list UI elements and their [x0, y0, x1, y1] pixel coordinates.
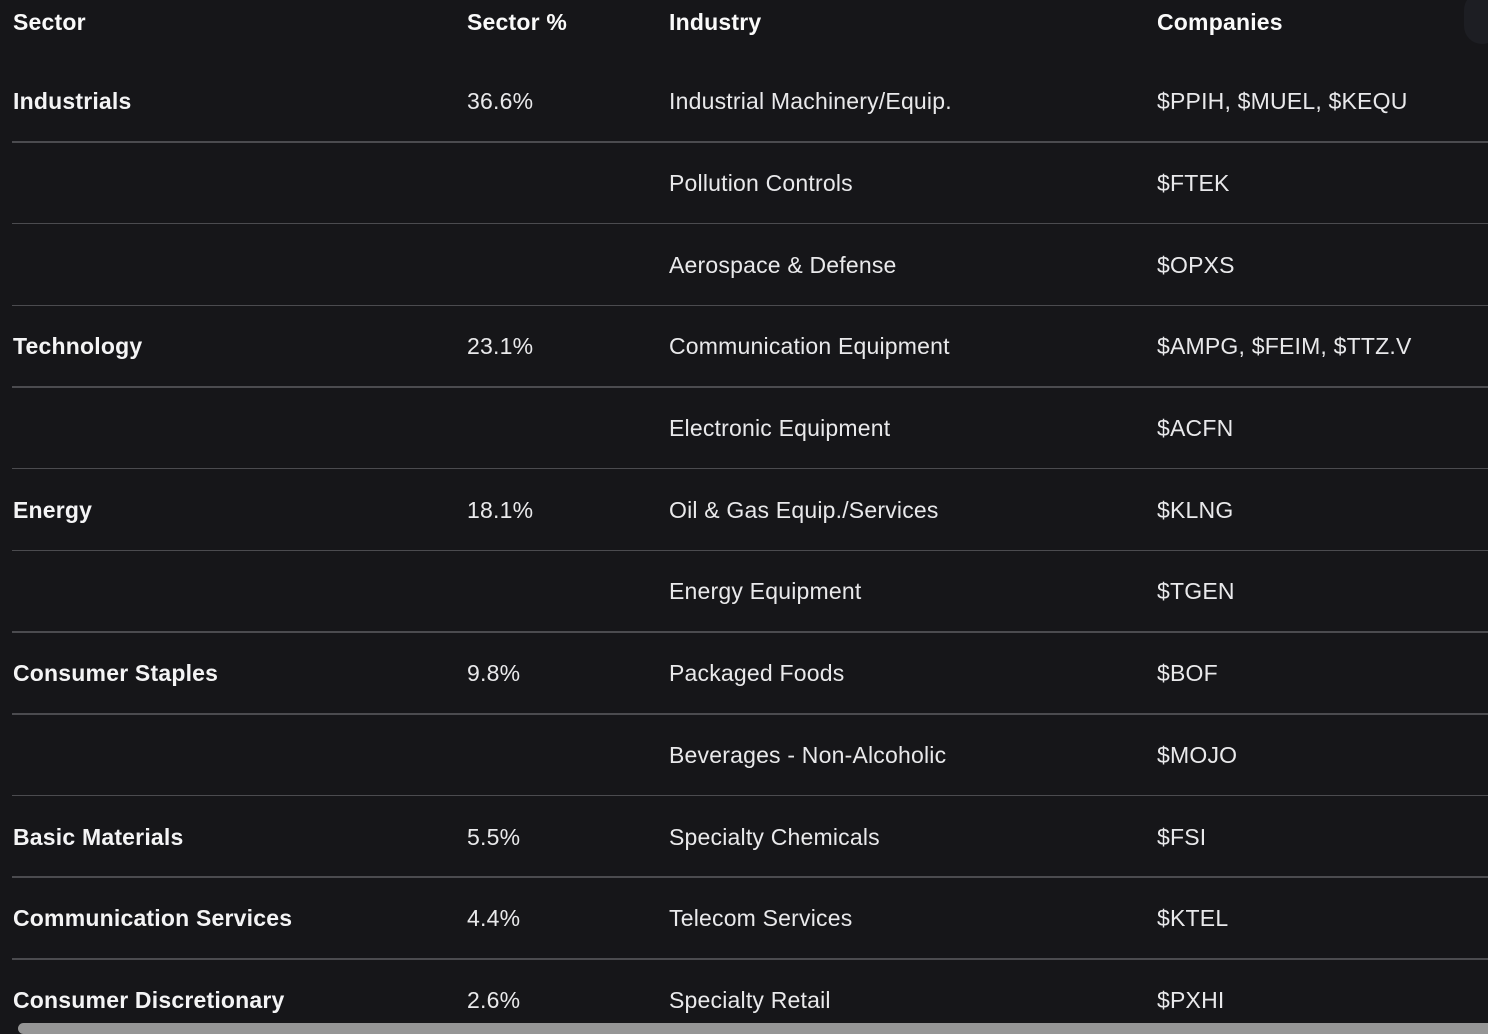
sector-cell: Energy — [13, 496, 93, 523]
sector-cell: Communication Services — [13, 905, 293, 932]
table-row: Basic Materials 5.5% Specialty Chemicals… — [0, 796, 1488, 878]
table-row: Consumer Staples 9.8% Packaged Foods $BO… — [0, 633, 1488, 715]
column-header-companies: Companies — [1157, 9, 1283, 35]
table-row: Electronic Equipment $ACFN — [0, 388, 1488, 470]
table-row: Consumer Discretionary 2.6% Specialty Re… — [0, 960, 1488, 1034]
sector-pct-cell: 2.6% — [467, 986, 521, 1013]
industry-cell: Specialty Retail — [669, 986, 831, 1013]
industry-cell: Aerospace & Defense — [669, 251, 897, 278]
vertical-scrollbar-thumb[interactable] — [1464, 0, 1488, 44]
table-row: Communication Services 4.4% Telecom Serv… — [0, 878, 1488, 960]
companies-cell: $MOJO — [1157, 741, 1238, 768]
companies-cell: $PPIH, $MUEL, $KEQU — [1157, 88, 1408, 115]
industry-cell: Communication Equipment — [669, 333, 950, 360]
companies-cell: $ACFN — [1157, 415, 1234, 442]
industry-cell: Specialty Chemicals — [669, 823, 880, 850]
sector-pct-cell: 5.5% — [467, 823, 521, 850]
table-row: Energy 18.1% Oil & Gas Equip./Services $… — [0, 469, 1488, 551]
industry-cell: Energy Equipment — [669, 578, 862, 605]
industry-cell: Packaged Foods — [669, 660, 845, 687]
companies-cell: $OPXS — [1157, 251, 1235, 278]
companies-cell: $FTEK — [1157, 170, 1230, 197]
industry-cell: Beverages - Non-Alcoholic — [669, 741, 947, 768]
table-row: Pollution Controls $FTEK — [0, 143, 1488, 225]
horizontal-scrollbar-thumb[interactable] — [18, 1023, 1488, 1034]
table-row: Beverages - Non-Alcoholic $MOJO — [0, 715, 1488, 797]
table-row: Aerospace & Defense $OPXS — [0, 224, 1488, 306]
companies-cell: $KLNG — [1157, 496, 1234, 523]
sector-pct-cell: 18.1% — [467, 496, 534, 523]
sector-cell: Industrials — [13, 88, 132, 115]
companies-cell: $KTEL — [1157, 905, 1229, 932]
sector-cell: Consumer Staples — [13, 660, 219, 687]
companies-cell: $FSI — [1157, 823, 1207, 850]
column-header-industry: Industry — [669, 9, 762, 35]
sector-pct-cell: 9.8% — [467, 660, 521, 687]
sector-cell: Technology — [13, 333, 143, 360]
table-row: Industrials 36.6% Industrial Machinery/E… — [0, 61, 1488, 143]
industry-cell: Oil & Gas Equip./Services — [669, 496, 939, 523]
sector-pct-cell: 4.4% — [467, 905, 521, 932]
column-header-sector: Sector — [13, 9, 86, 35]
sector-pct-cell: 36.6% — [467, 88, 534, 115]
industry-cell: Industrial Machinery/Equip. — [669, 88, 952, 115]
companies-cell: $TGEN — [1157, 578, 1235, 605]
sector-pct-cell: 23.1% — [467, 333, 534, 360]
sector-cell: Basic Materials — [13, 823, 184, 850]
industry-cell: Electronic Equipment — [669, 415, 891, 442]
industry-cell: Telecom Services — [669, 905, 853, 932]
companies-cell: $AMPG, $FEIM, $TTZ.V — [1157, 333, 1412, 360]
industry-cell: Pollution Controls — [669, 170, 853, 197]
column-header-sector-pct: Sector % — [467, 9, 568, 35]
table-row: Energy Equipment $TGEN — [0, 551, 1488, 633]
table-header-row: Sector Sector % Industry Companies — [0, 0, 1488, 61]
table-row: Technology 23.1% Communication Equipment… — [0, 306, 1488, 388]
companies-cell: $BOF — [1157, 660, 1218, 687]
sector-cell: Consumer Discretionary — [13, 986, 285, 1013]
companies-cell: $PXHI — [1157, 986, 1225, 1013]
